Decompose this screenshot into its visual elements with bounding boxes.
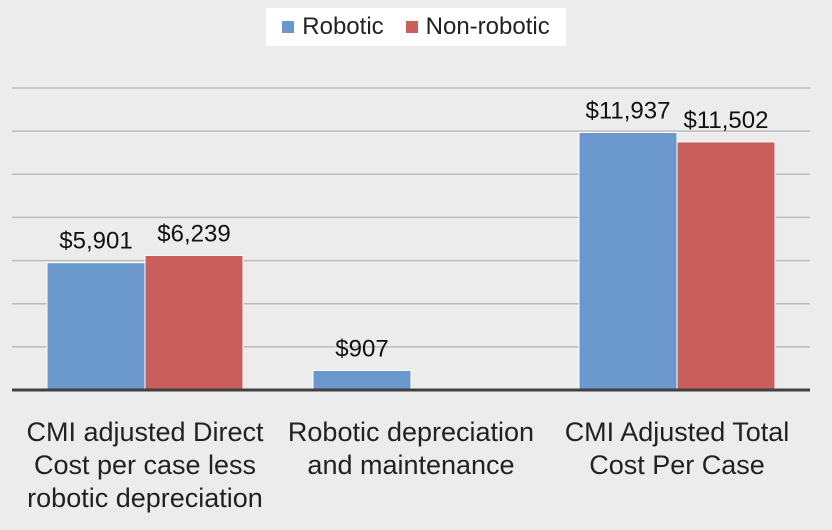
bar-robotic-0 xyxy=(46,262,146,391)
bar-non-robotic-0 xyxy=(144,254,244,391)
data-label-robotic-1: $907 xyxy=(335,335,388,362)
legend-swatch-non-robotic xyxy=(405,21,418,33)
legend-label-robotic: Robotic xyxy=(302,13,384,40)
legend: Robotic Non-robotic xyxy=(266,8,566,46)
data-label-robotic-0: $5,901 xyxy=(59,228,132,255)
bar-robotic-1 xyxy=(312,369,412,391)
legend-label-non-robotic: Non-robotic xyxy=(425,13,550,40)
bar-non-robotic-2 xyxy=(676,141,776,391)
category-label-direct-cost: CMI adjusted Direct Cost per case less r… xyxy=(26,417,264,513)
legend-swatch-robotic xyxy=(282,21,295,33)
legend-item-robotic: Robotic xyxy=(282,13,384,41)
data-labels: $5,901 $6,239 $907 $11,937 $11,502 xyxy=(59,98,768,363)
legend-item-non-robotic: Non-robotic xyxy=(405,13,550,41)
category-label-depreciation: Robotic depreciation and maintenance xyxy=(287,417,535,480)
data-label-non-robotic-0: $6,239 xyxy=(157,220,230,247)
category-label-total-cost: CMI Adjusted Total Cost Per Case xyxy=(564,417,790,480)
bar-robotic-2 xyxy=(578,132,678,391)
data-label-robotic-2: $11,937 xyxy=(586,98,671,125)
data-label-non-robotic-2: $11,502 xyxy=(684,107,769,134)
